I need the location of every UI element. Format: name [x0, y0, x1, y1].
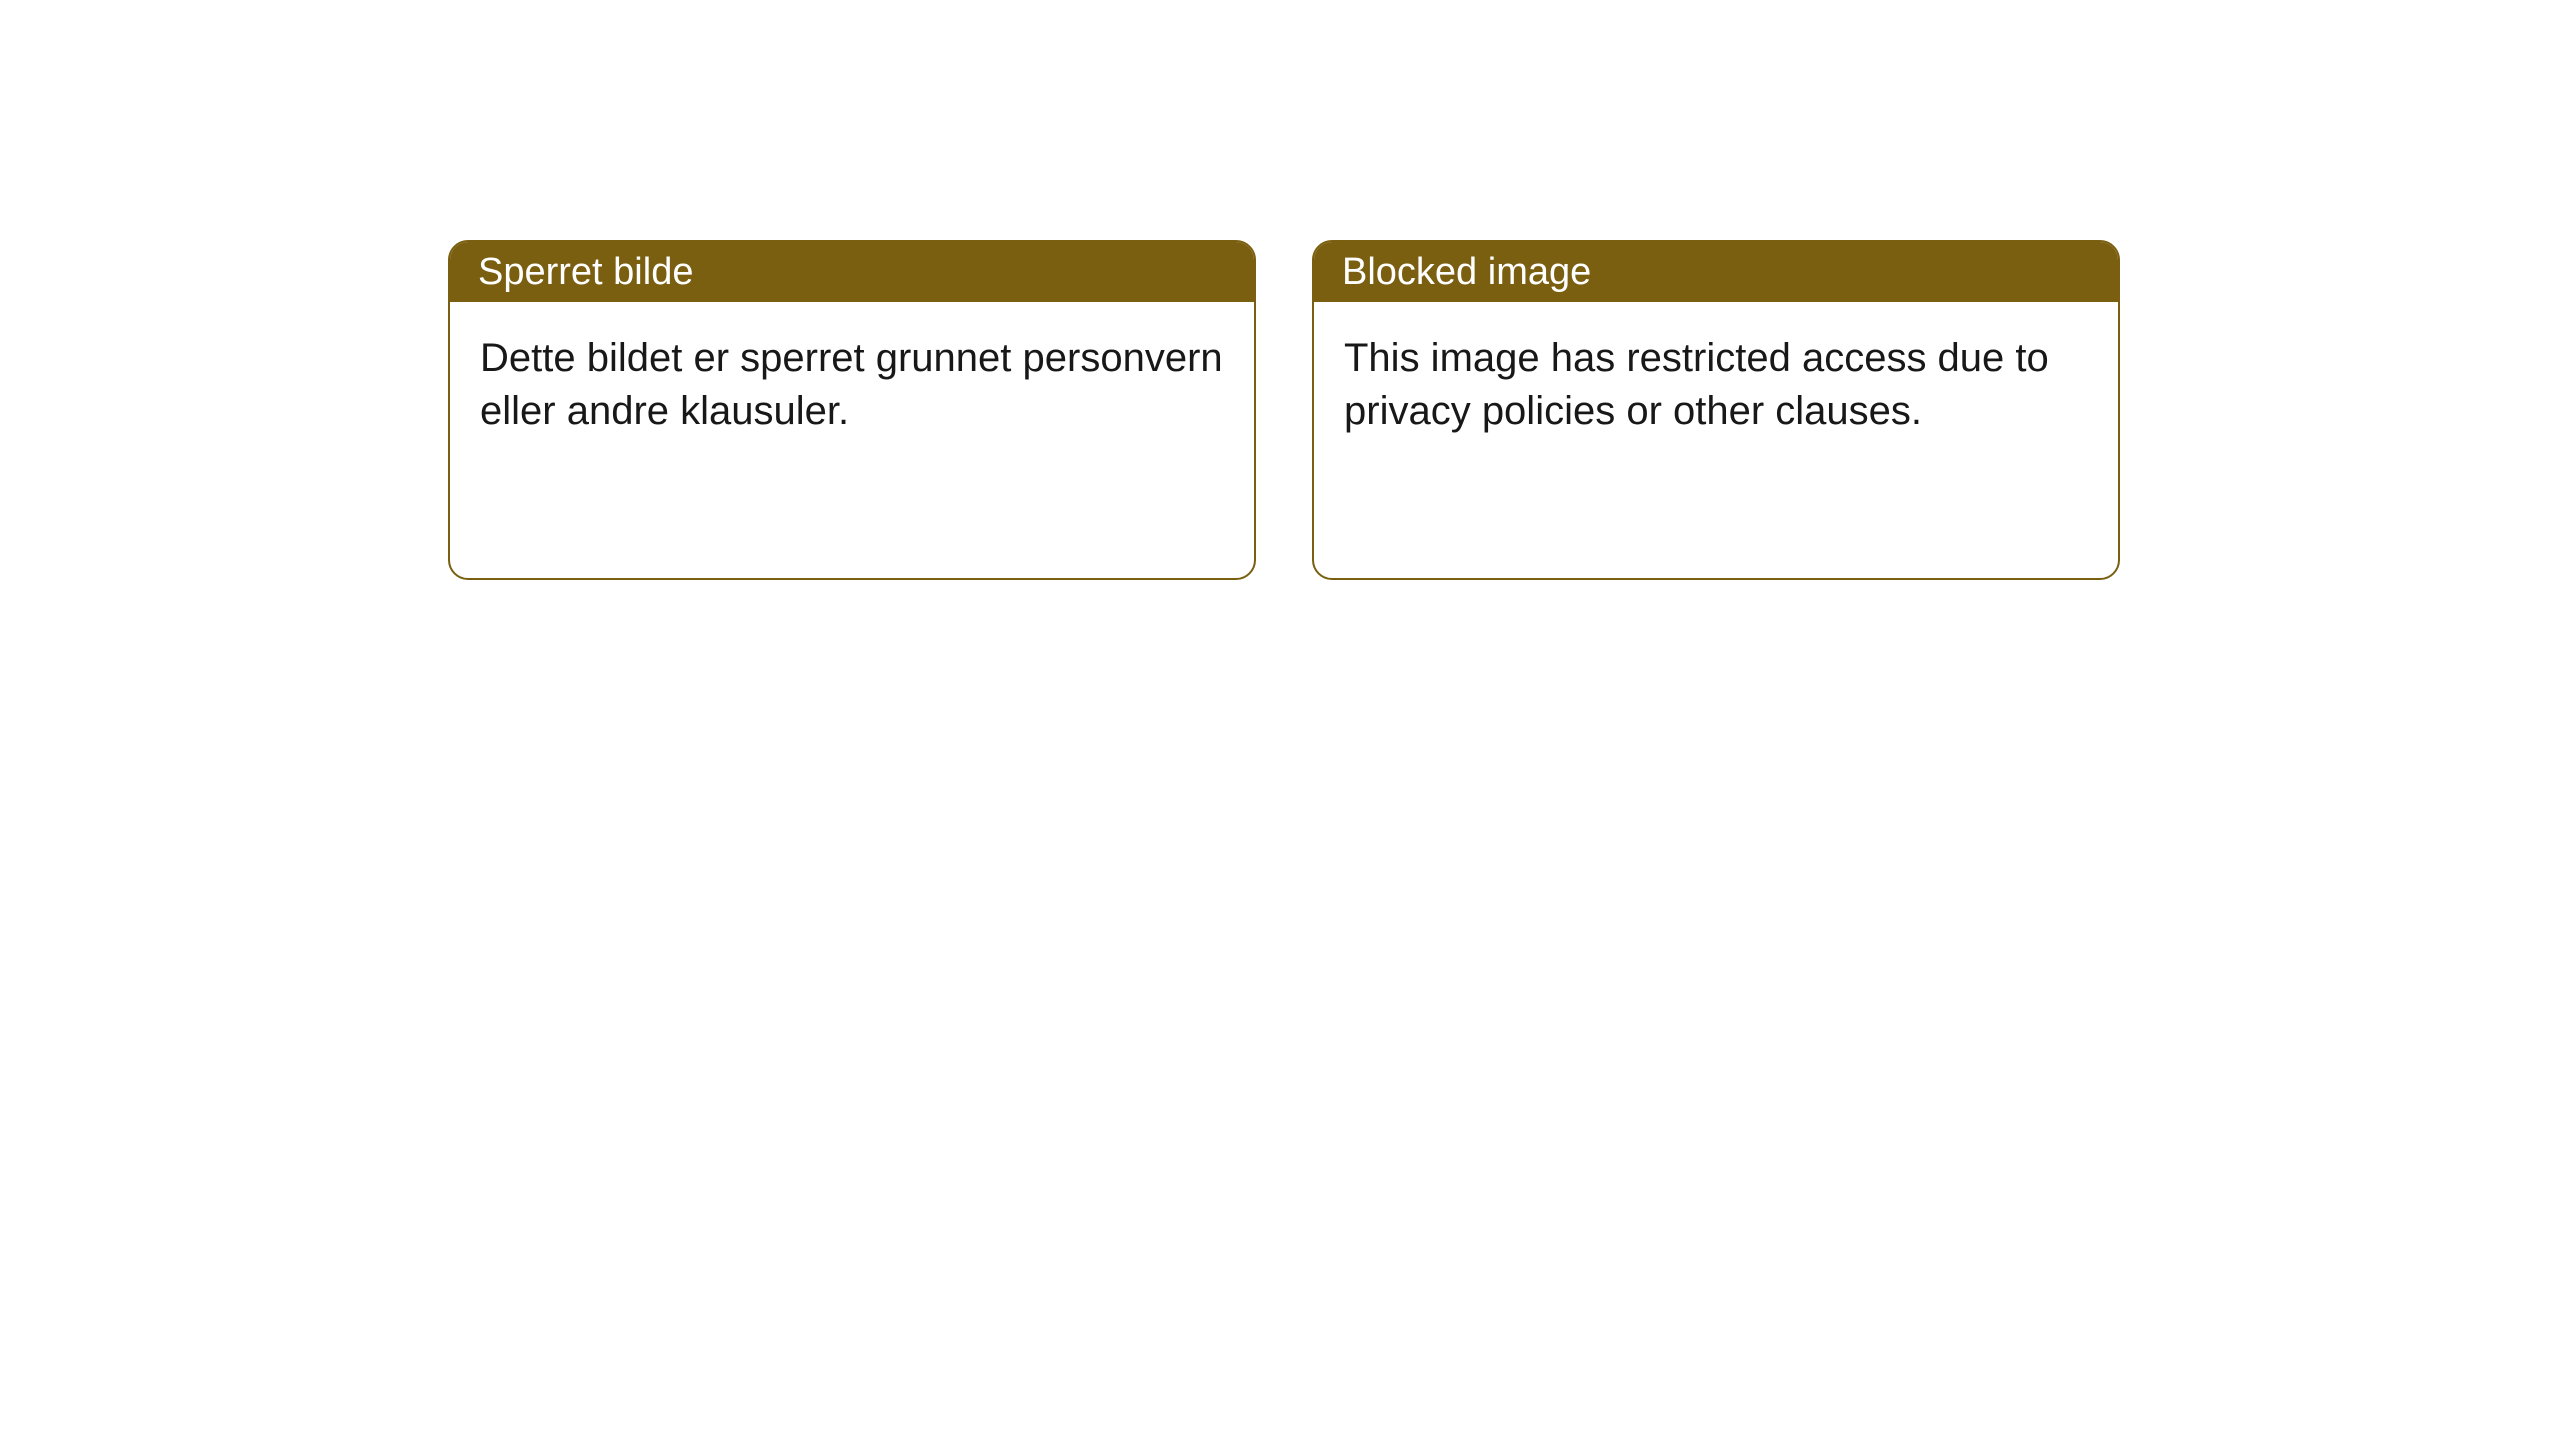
notice-body-text: This image has restricted access due to …	[1344, 332, 2088, 438]
notice-card-norwegian: Sperret bilde Dette bildet er sperret gr…	[448, 240, 1256, 580]
notice-body: This image has restricted access due to …	[1314, 302, 2118, 468]
notice-card-english: Blocked image This image has restricted …	[1312, 240, 2120, 580]
notice-body: Dette bildet er sperret grunnet personve…	[450, 302, 1254, 468]
notice-header: Sperret bilde	[450, 242, 1254, 302]
notice-header-text: Blocked image	[1342, 251, 1591, 294]
notice-header-text: Sperret bilde	[478, 251, 693, 294]
notice-header: Blocked image	[1314, 242, 2118, 302]
notice-cards-container: Sperret bilde Dette bildet er sperret gr…	[0, 0, 2560, 580]
notice-body-text: Dette bildet er sperret grunnet personve…	[480, 332, 1224, 438]
